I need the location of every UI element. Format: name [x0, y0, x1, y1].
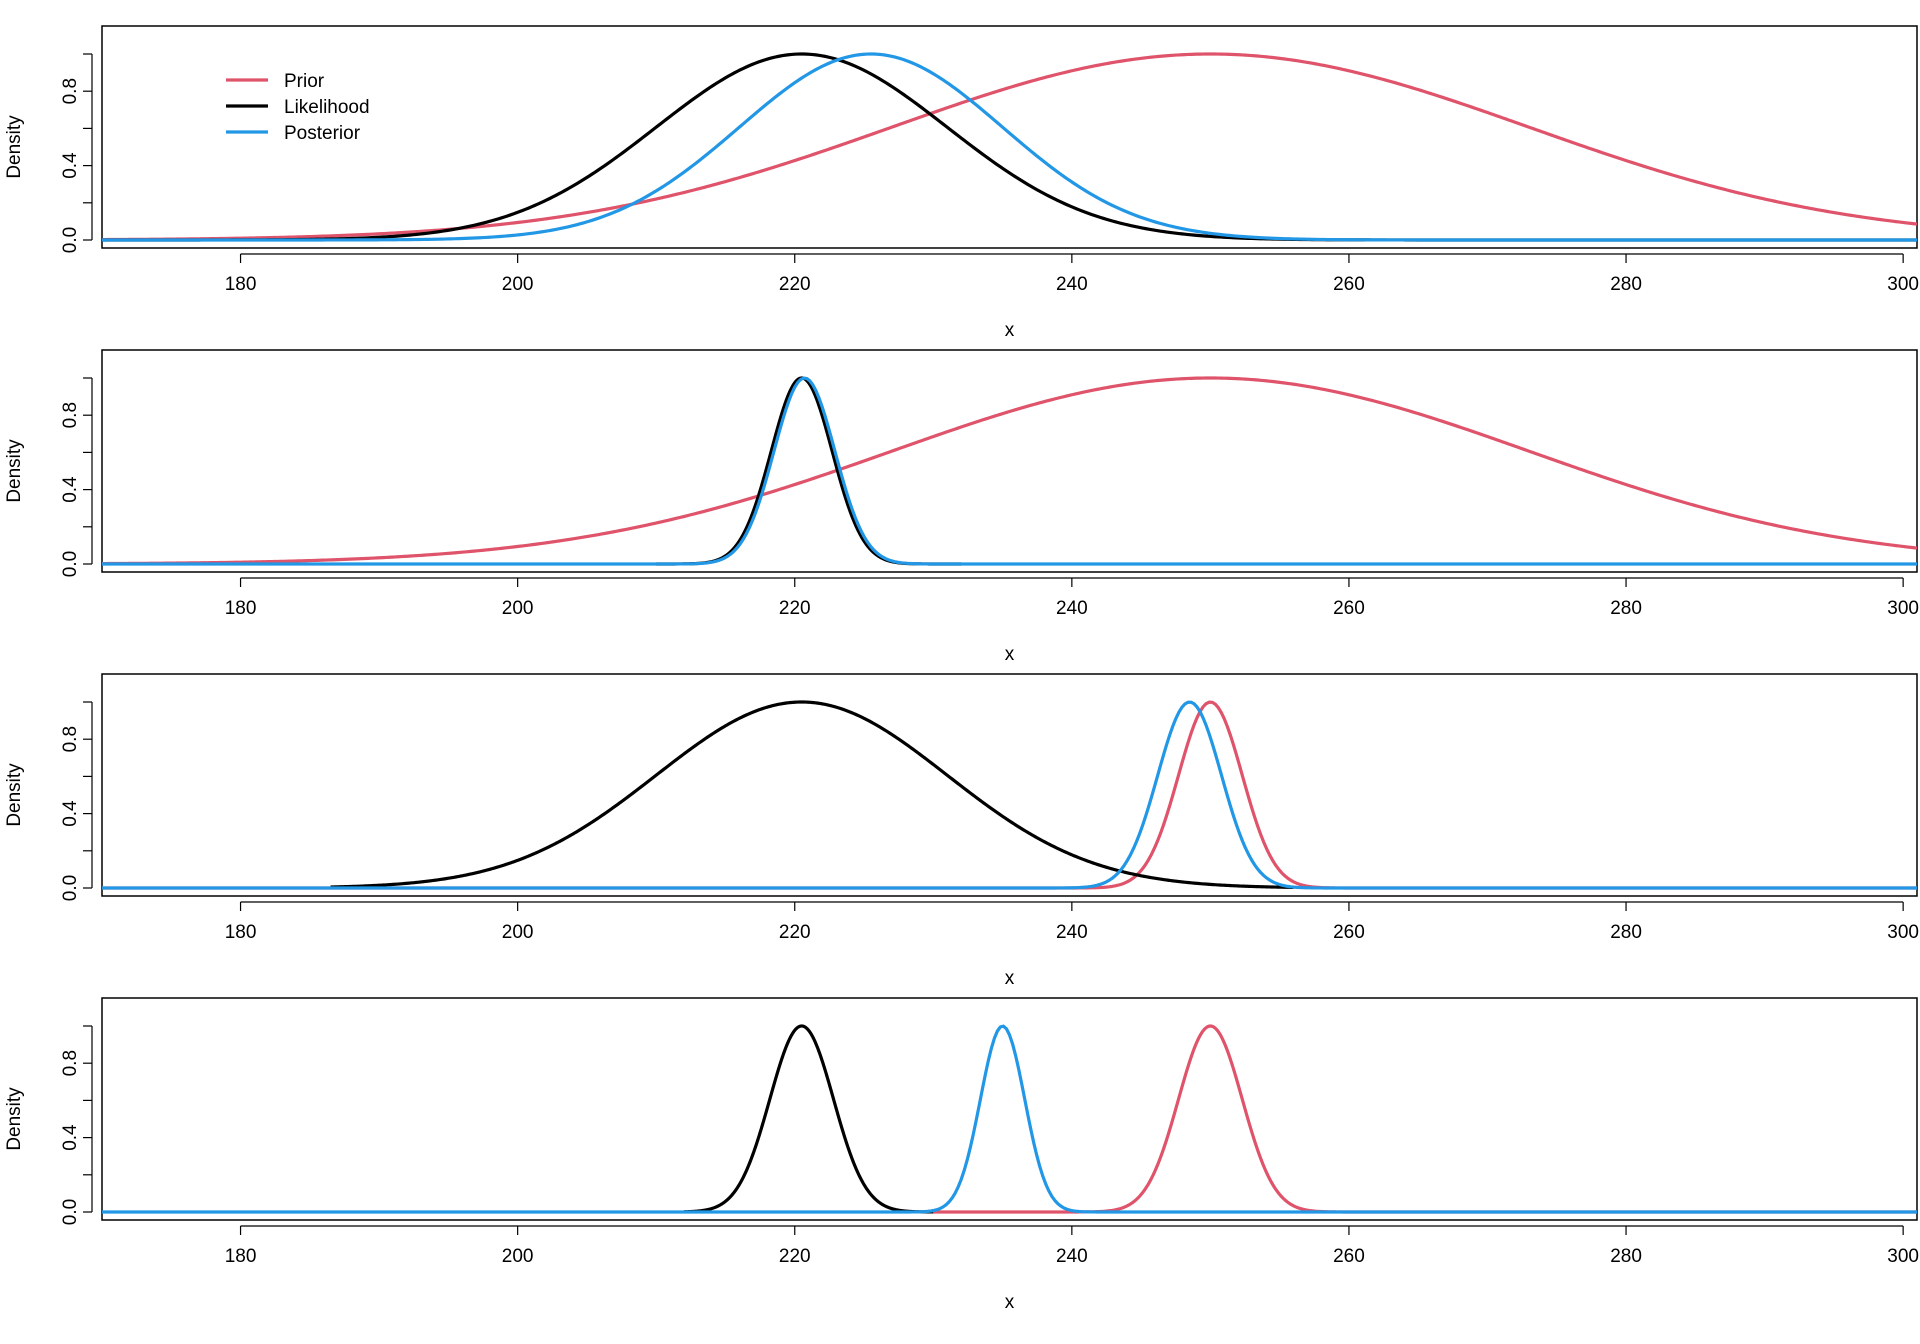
- x-tick-label: 280: [1610, 1246, 1642, 1267]
- x-tick-label: 260: [1333, 1246, 1365, 1267]
- x-tick-label: 280: [1610, 274, 1642, 295]
- y-tick-label: 0.0: [60, 875, 81, 901]
- y-tick-label: 0.8: [60, 402, 81, 428]
- x-tick-label: 280: [1610, 922, 1642, 943]
- x-axis-title: x: [1005, 320, 1015, 341]
- x-axis-title: x: [1005, 1292, 1015, 1313]
- panel-2: 180 200 220 240 260 280 300 0.0 0.4 0.8 x Density: [4, 349, 1919, 665]
- series-line-posterior: [102, 52, 1917, 242]
- x-tick-label: 200: [502, 598, 534, 619]
- x-tick-label: 260: [1333, 922, 1365, 943]
- x-tick-label: 260: [1333, 598, 1365, 619]
- x-tick-label: 300: [1887, 598, 1919, 619]
- y-tick-label: 0.4: [60, 1124, 81, 1151]
- y-tick-label: 0.4: [60, 800, 81, 827]
- legend-label: Likelihood: [284, 97, 370, 118]
- series-line-likelihood: [330, 700, 1294, 889]
- x-tick-label: 300: [1887, 922, 1919, 943]
- y-tick-label: 0.4: [60, 476, 81, 503]
- x-tick-label: 220: [779, 922, 811, 943]
- x-tick-label: 300: [1887, 1246, 1919, 1267]
- x-tick-label: 200: [502, 274, 534, 295]
- y-tick-label: 0.0: [60, 551, 81, 577]
- plot-frame: [101, 673, 1918, 897]
- x-tick-label: 180: [225, 922, 257, 943]
- x-tick-label: 240: [1056, 598, 1088, 619]
- series-line-likelihood: [682, 1024, 935, 1214]
- y-tick-label: 0.8: [60, 78, 81, 104]
- x-tick-label: 200: [502, 1246, 534, 1267]
- x-axis-title: x: [1005, 644, 1015, 665]
- x-tick-label: 240: [1056, 922, 1088, 943]
- y-axis-title: Density: [4, 763, 25, 827]
- x-axis-title: x: [1005, 968, 1015, 989]
- series-line-prior: [933, 1024, 1917, 1214]
- series-line-likelihood: [655, 376, 963, 566]
- x-tick-label: 220: [779, 598, 811, 619]
- x-tick-label: 200: [502, 922, 534, 943]
- y-tick-label: 0.8: [60, 726, 81, 752]
- plot-frame: [101, 25, 1918, 249]
- legend-label: Posterior: [284, 123, 361, 144]
- series-line-likelihood: [102, 52, 1917, 242]
- x-tick-label: 300: [1887, 274, 1919, 295]
- y-tick-label: 0.0: [60, 227, 81, 253]
- series-line-posterior: [102, 1024, 1917, 1214]
- x-tick-label: 180: [225, 1246, 257, 1267]
- y-tick-label: 0.8: [60, 1050, 81, 1076]
- plot-frame: [101, 997, 1918, 1221]
- x-tick-label: 240: [1056, 1246, 1088, 1267]
- x-tick-label: 240: [1056, 274, 1088, 295]
- x-tick-label: 280: [1610, 598, 1642, 619]
- y-axis-title: Density: [4, 1087, 25, 1151]
- y-axis-title: Density: [4, 439, 25, 503]
- y-tick-label: 0.4: [60, 152, 81, 179]
- panel-1: 180 200 220 240 260 280 300 0.0 0.4 0.8 x Density Pr…: [4, 25, 1919, 341]
- x-tick-label: 220: [779, 274, 811, 295]
- y-tick-label: 0.0: [60, 1199, 81, 1225]
- panel-3: 180 200 220 240 260 280 300 0.0 0.4 0.8 x Density: [4, 673, 1919, 989]
- x-tick-label: 180: [225, 598, 257, 619]
- legend-label: Prior: [284, 71, 325, 92]
- series-line-prior: [102, 52, 1917, 242]
- x-tick-label: 180: [225, 274, 257, 295]
- x-tick-label: 220: [779, 1246, 811, 1267]
- panel-4: 180 200 220 240 260 280 300 0.0 0.4 0.8 x Density: [4, 997, 1919, 1313]
- legend: Prior Likelihood Posterior: [226, 71, 370, 144]
- y-axis-title: Density: [4, 115, 25, 179]
- plot-frame: [101, 349, 1918, 573]
- series-line-prior: [102, 376, 1917, 566]
- series-line-posterior: [102, 700, 1917, 890]
- series-line-prior: [102, 700, 1917, 890]
- series-line-posterior: [102, 376, 1917, 566]
- x-tick-label: 260: [1333, 274, 1365, 295]
